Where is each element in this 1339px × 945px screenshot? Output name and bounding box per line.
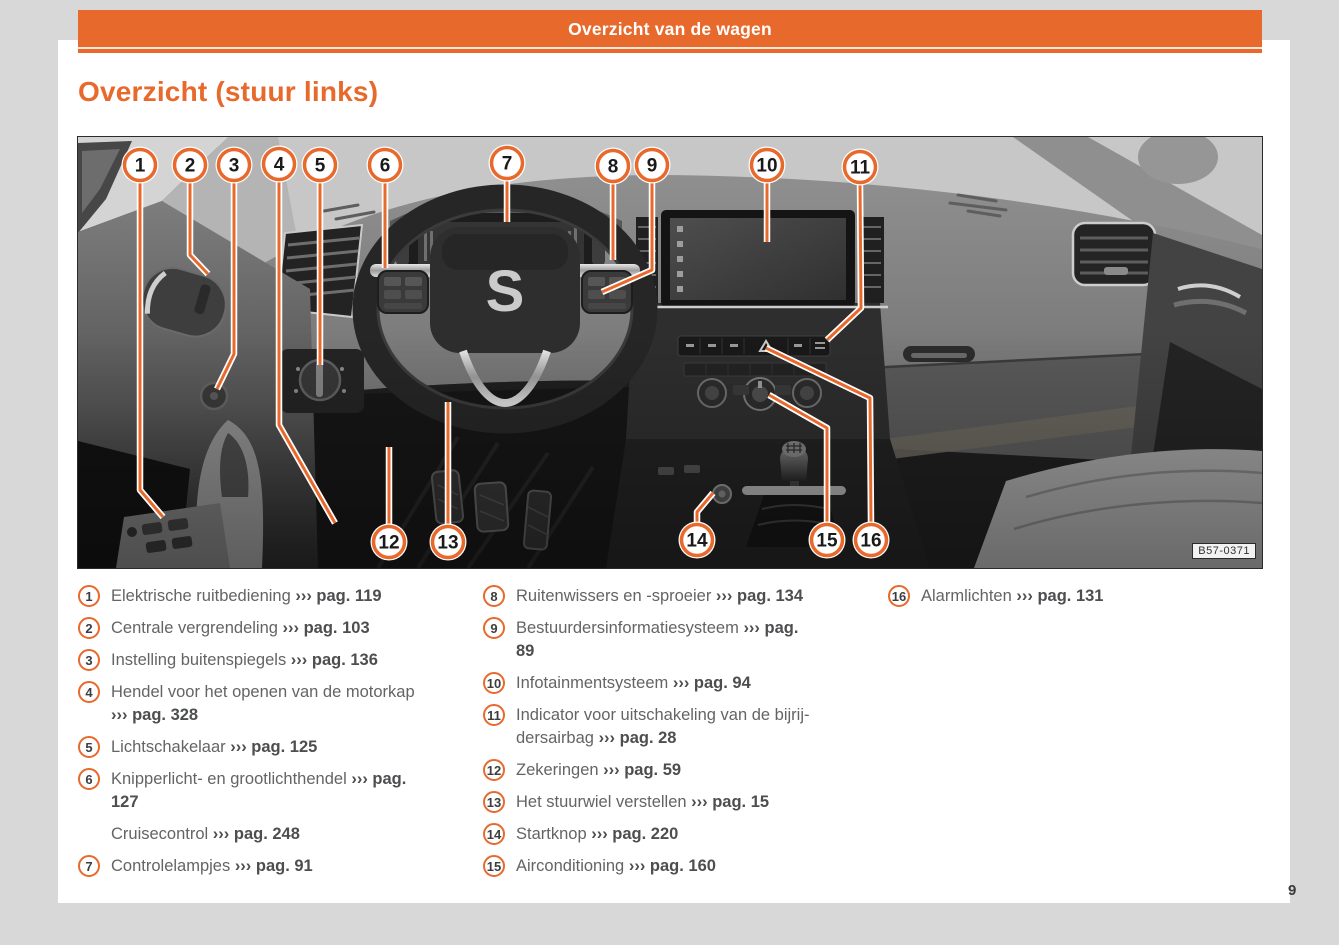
- svg-text:12: 12: [378, 533, 399, 554]
- legend-item: 12 Zekeringen ››› pag. 59: [483, 759, 875, 782]
- legend-item: 1 Elektrische ruitbediening ››› pag. 119: [78, 585, 470, 608]
- callout-3: 3: [214, 146, 253, 391]
- legend-item-label: Zekeringen ››› pag. 59: [516, 761, 682, 779]
- legend-item-label: Hendel voor het openen van de motorkap ››…: [111, 683, 415, 724]
- callout-14: 14: [678, 490, 716, 559]
- legend-item-label: Ruitenwissers en -sproeier ››› pag. 134: [516, 587, 804, 605]
- legend-item-label: Het stuurwiel verstellen ››› pag. 15: [516, 793, 770, 811]
- legend-item-label: Bestuurdersinformatiesysteem ››› pag. 89: [516, 619, 799, 660]
- callout-2: 2: [171, 146, 211, 277]
- legend-item-number: 4: [78, 681, 100, 703]
- legend-item: 3 Instelling buitenspiegels ››› pag. 136: [78, 649, 470, 672]
- svg-text:2: 2: [185, 156, 196, 177]
- legend-item-number: 16: [888, 585, 910, 607]
- legend-item-label: Infotainmentsysteem ››› pag. 94: [516, 674, 751, 692]
- svg-text:8: 8: [608, 157, 619, 178]
- legend-item-label: Cruisecontrol ››› pag. 248: [111, 825, 300, 843]
- page-title: Overzicht (stuur links): [78, 76, 379, 107]
- legend-item-number: 11: [483, 704, 505, 726]
- legend-item: 11 Indicator voor uitschakeling van de bi…: [483, 704, 875, 750]
- legend-item-label: Startknop ››› pag. 220: [516, 825, 679, 843]
- svg-text:1: 1: [135, 156, 146, 177]
- legend-item: 13 Het stuurwiel verstellen ››› pag. 15: [483, 791, 875, 814]
- legend-item-label: Lichtschakelaar ››› pag. 125: [111, 738, 318, 756]
- callout-9: 9: [600, 146, 671, 295]
- callout-12: 12: [370, 447, 408, 561]
- photo-vignette: [78, 137, 1262, 568]
- callout-5: 5: [301, 146, 339, 365]
- legend-item-label: Instelling buitenspiegels ››› pag. 136: [111, 651, 378, 669]
- legend-item-number: 5: [78, 736, 100, 758]
- legend-item-label: Indicator voor uitschakeling van de bijr…: [516, 706, 810, 747]
- svg-text:6: 6: [380, 156, 391, 177]
- legend-item-number: 14: [483, 823, 505, 845]
- figure-label: B57-0371: [1192, 543, 1256, 559]
- svg-text:10: 10: [756, 156, 777, 177]
- callout-13: 13: [429, 402, 467, 561]
- svg-text:13: 13: [437, 533, 458, 554]
- svg-text:15: 15: [816, 531, 838, 552]
- callout-16: 16: [764, 345, 890, 559]
- callout-4: 4: [260, 145, 338, 525]
- legend-item-number: 7: [78, 855, 100, 877]
- legend-item: 14 Startknop ››› pag. 220: [483, 823, 875, 846]
- legend-item-number: 10: [483, 672, 505, 694]
- svg-text:7: 7: [502, 154, 513, 175]
- legend-item-label: Knipperlicht- en grootlichthendel ››› pa…: [111, 770, 407, 811]
- callout-8: 8: [594, 147, 632, 260]
- legend-item: 8 Ruitenwissers en -sproeier ››› pag. 134: [483, 585, 875, 608]
- legend-item-label: Controlelampjes ››› pag. 91: [111, 857, 313, 875]
- legend-item-label: Airconditioning ››› pag. 160: [516, 857, 716, 875]
- legend-column-1: 1 Elektrische ruitbediening ››› pag. 119 2…: [78, 585, 470, 887]
- legend-item-number: 8: [483, 585, 505, 607]
- callout-7: 7: [488, 144, 526, 222]
- legend-item: 4 Hendel voor het openen van de motorkap ›…: [78, 681, 470, 727]
- legend-item: 9 Bestuurdersinformatiesysteem ››› pag. 89: [483, 617, 875, 663]
- callout-15: 15: [767, 392, 846, 559]
- svg-text:16: 16: [860, 531, 881, 552]
- legend-item: Cruisecontrol ››› pag. 248: [78, 823, 470, 846]
- svg-text:14: 14: [686, 531, 708, 552]
- callout-10: 10: [748, 146, 786, 242]
- legend-item: 15 Airconditioning ››› pag. 160: [483, 855, 875, 878]
- svg-text:11: 11: [850, 158, 871, 179]
- svg-text:4: 4: [274, 155, 285, 176]
- legend-item: 5 Lichtschakelaar ››› pag. 125: [78, 736, 470, 759]
- legend-item-number: 15: [483, 855, 505, 877]
- legend-item-label: Centrale vergrendeling ››› pag. 103: [111, 619, 370, 637]
- legend-item-number: 13: [483, 791, 505, 813]
- legend-column-3: 16 Alarmlichten ››› pag. 131: [888, 585, 1262, 617]
- callout-11: 11: [824, 148, 879, 343]
- legend-item: 16 Alarmlichten ››› pag. 131: [888, 585, 1262, 608]
- svg-text:5: 5: [315, 156, 326, 177]
- legend-item-number: 3: [78, 649, 100, 671]
- legend-item-number: 6: [78, 768, 100, 790]
- legend-item-number: 1: [78, 585, 100, 607]
- legend-item-number: 12: [483, 759, 505, 781]
- legend-item-number: 9: [483, 617, 505, 639]
- chapter-header-label: Overzicht van de wagen: [568, 19, 772, 39]
- callout-1: 1: [121, 146, 166, 520]
- legend-item: 6 Knipperlicht- en grootlichthendel ››› p…: [78, 768, 470, 814]
- legend-item-label: Elektrische ruitbediening ››› pag. 119: [111, 587, 382, 605]
- legend-item: 2 Centrale vergrendeling ››› pag. 103: [78, 617, 470, 640]
- chapter-header-bar: Overzicht van de wagen: [78, 10, 1262, 53]
- svg-text:3: 3: [229, 156, 240, 177]
- svg-text:9: 9: [647, 156, 658, 177]
- callout-6: 6: [366, 146, 404, 268]
- legend-item-label: Alarmlichten ››› pag. 131: [921, 587, 1104, 605]
- legend-column-2: 8 Ruitenwissers en -sproeier ››› pag. 134…: [483, 585, 875, 887]
- page-number: 9: [1288, 882, 1297, 899]
- legend-item-number: 2: [78, 617, 100, 639]
- legend-item: 10 Infotainmentsysteem ››› pag. 94: [483, 672, 875, 695]
- legend-item: 7 Controlelampjes ››› pag. 91: [78, 855, 470, 878]
